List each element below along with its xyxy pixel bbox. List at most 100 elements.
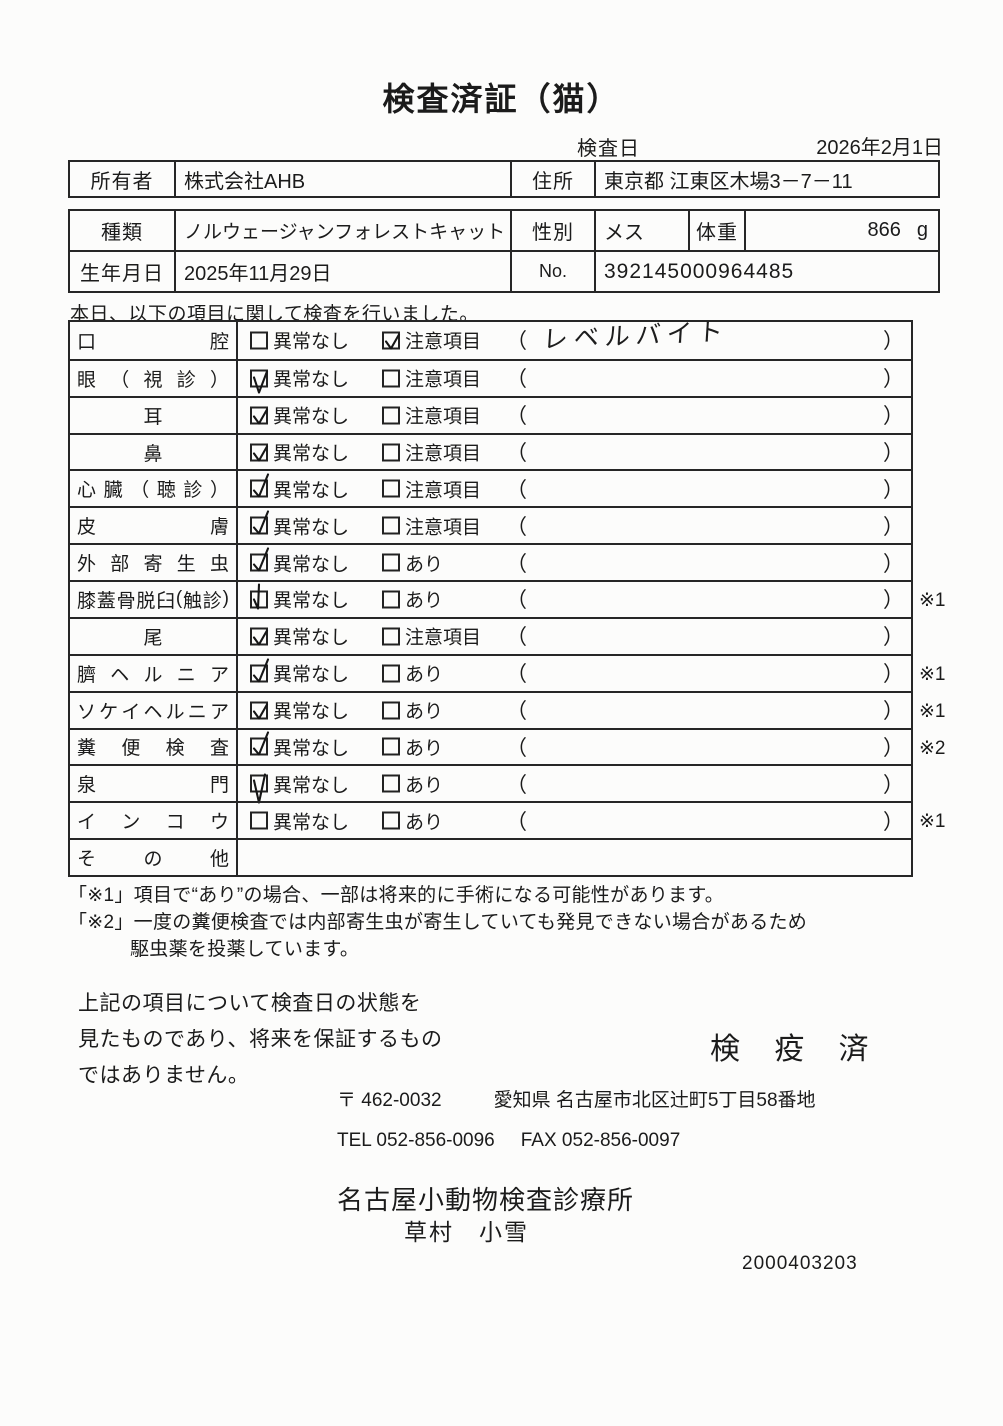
- checkbox-no-abnormality[interactable]: [250, 701, 269, 720]
- exam-row: 膝蓋骨脱臼(触診) 異常なし あり（） ※1: [70, 580, 946, 617]
- checkbox-attention[interactable]: [382, 774, 400, 793]
- clinic-address-line: 〒 462-0032 愛知県 名古屋市北区辻町5丁目58番地: [337, 1085, 816, 1112]
- remarks-field[interactable]: （）: [506, 474, 904, 504]
- paren-close: ）: [883, 773, 904, 797]
- remarks-field[interactable]: （）: [506, 621, 904, 651]
- exam-row: その他: [70, 838, 911, 875]
- remarks-field[interactable]: （ レベルバイト ）: [506, 318, 904, 356]
- remarks-field[interactable]: （）: [506, 695, 904, 725]
- exam-item-content: 異常なし 注意項目（）: [238, 508, 911, 543]
- remarks-field[interactable]: （）: [506, 511, 904, 541]
- footnote-mark: ※1: [919, 700, 946, 722]
- paren-open: （: [506, 736, 527, 760]
- paren-open: （: [506, 515, 527, 539]
- remarks-field[interactable]: （）: [506, 806, 904, 836]
- option-attention: 注意項目: [382, 475, 481, 502]
- checkbox-attention[interactable]: [382, 443, 400, 462]
- paren-close: ）: [883, 810, 904, 834]
- handwritten-check-mark: [252, 773, 267, 804]
- checkbox-attention[interactable]: [382, 811, 400, 830]
- checkbox-attention[interactable]: [382, 701, 400, 720]
- checkbox-no-abnormality[interactable]: [250, 583, 268, 610]
- paren-close: ）: [883, 405, 904, 429]
- checkbox-attention[interactable]: [382, 406, 400, 425]
- exam-item-label: 耳: [70, 397, 238, 433]
- checkbox-no-abnormality[interactable]: [250, 658, 270, 683]
- paren-open: （: [506, 626, 527, 650]
- checkbox-no-abnormality[interactable]: [250, 473, 270, 498]
- remarks-field[interactable]: （）: [506, 732, 904, 762]
- remarks-field[interactable]: （）: [506, 363, 904, 393]
- no-value: 392145000964485: [594, 252, 938, 291]
- exam-item-label: 鼻: [70, 434, 238, 470]
- handwritten-remark: [543, 398, 883, 413]
- remarks-field[interactable]: （）: [506, 548, 904, 578]
- kind-value: ノルウェージャンフォレストキャット: [174, 211, 510, 250]
- checkbox-no-abnormality[interactable]: [250, 510, 270, 535]
- handwritten-remark: [543, 656, 883, 671]
- handwritten-remark: [543, 804, 883, 819]
- exam-row: 口腔異常なし 注意項目 （ レベルバイト ）: [70, 318, 911, 359]
- checkbox-no-abnormality[interactable]: [250, 731, 270, 757]
- owner-row: 所有者 株式会社AHB 住所 東京都 江東区木場3－7－11: [70, 162, 938, 196]
- disclaimer-line-3: ではありません。: [78, 1064, 250, 1087]
- remarks-field[interactable]: （）: [506, 437, 904, 467]
- handwritten-check-mark: [252, 510, 270, 535]
- checkbox-attention[interactable]: [382, 590, 400, 609]
- checkbox-attention[interactable]: [382, 479, 400, 498]
- paren-close: ）: [883, 589, 904, 613]
- exam-item-label: 皮膚: [70, 508, 238, 544]
- checkbox-attention[interactable]: [382, 737, 400, 756]
- footnotes: 「※1」項目で“あり”の場合、一部は将来的に手術になる可能性があります。 「※2…: [68, 882, 807, 963]
- exam-item-content: 異常なし あり（）: [238, 582, 911, 617]
- exam-item-content: 異常なし 注意項目 （ レベルバイト ）: [238, 318, 911, 359]
- footnote-mark: ※1: [919, 811, 946, 833]
- checkbox-no-abnormality[interactable]: [250, 773, 268, 804]
- remarks-field[interactable]: （）: [506, 658, 904, 688]
- handwritten-check-mark: [384, 333, 401, 350]
- weight-unit: g: [916, 219, 928, 241]
- remarks-field[interactable]: （）: [506, 584, 904, 614]
- checkbox-attention[interactable]: [382, 331, 401, 350]
- exam-item-label: 臍ヘルニア: [70, 655, 238, 691]
- handwritten-check-mark: [252, 408, 269, 425]
- intro-statement: 本日、以下の項目に関して検査を行いました。: [70, 304, 479, 325]
- checkbox-no-abnormality[interactable]: [250, 331, 268, 350]
- checkbox-attention[interactable]: [382, 516, 400, 535]
- option-no-abnormality: 異常なし: [250, 658, 349, 687]
- paren-open: （: [506, 330, 527, 354]
- paren-open: （: [506, 368, 527, 392]
- checkbox-no-abnormality[interactable]: [250, 811, 268, 830]
- checkbox-no-abnormality[interactable]: [250, 406, 269, 425]
- clinic-postal: 〒 462-0032: [337, 1090, 442, 1111]
- checkbox-attention[interactable]: [382, 369, 400, 388]
- paren-open: （: [506, 663, 527, 687]
- exam-row: 糞便検査異常なし あり（） ※2: [70, 727, 946, 765]
- checkbox-attention[interactable]: [382, 627, 400, 646]
- exam-item-content: 異常なし あり（）: [238, 545, 911, 580]
- checkbox-no-abnormality[interactable]: [250, 627, 269, 646]
- option-no-abnormality: 異常なし: [250, 623, 349, 650]
- exam-date-value: 2026年2月1日: [816, 137, 943, 159]
- checkbox-no-abnormality[interactable]: [250, 443, 269, 462]
- footnote-mark: ※1: [919, 663, 946, 685]
- option-attention: 注意項目: [382, 623, 481, 650]
- footnote-mark: ※2: [919, 737, 946, 759]
- exam-row: 眼（視診）異常なし 注意項目（）: [70, 358, 911, 396]
- checkbox-attention[interactable]: [382, 553, 400, 572]
- exam-row: 心臓（聴診）異常なし 注意項目（）: [70, 469, 911, 507]
- exam-row: 外部寄生虫異常なし あり（）: [70, 543, 911, 581]
- exam-item-label: 糞便検査: [70, 729, 238, 765]
- remarks-field[interactable]: （）: [506, 769, 904, 799]
- handwritten-check-mark: [252, 658, 270, 683]
- option-attention: あり: [382, 770, 443, 797]
- handwritten-check-mark: [252, 629, 269, 646]
- clinic-address: 愛知県 名古屋市北区辻町5丁目58番地: [493, 1090, 816, 1111]
- exam-item-label: ソケイヘルニア: [70, 692, 238, 728]
- checkbox-no-abnormality[interactable]: [250, 547, 270, 572]
- exam-item-label: 心臓（聴診）: [70, 471, 238, 507]
- checkbox-no-abnormality[interactable]: [250, 369, 269, 394]
- remarks-field[interactable]: （）: [506, 400, 904, 430]
- handwritten-remark: [543, 361, 883, 376]
- checkbox-attention[interactable]: [382, 664, 400, 683]
